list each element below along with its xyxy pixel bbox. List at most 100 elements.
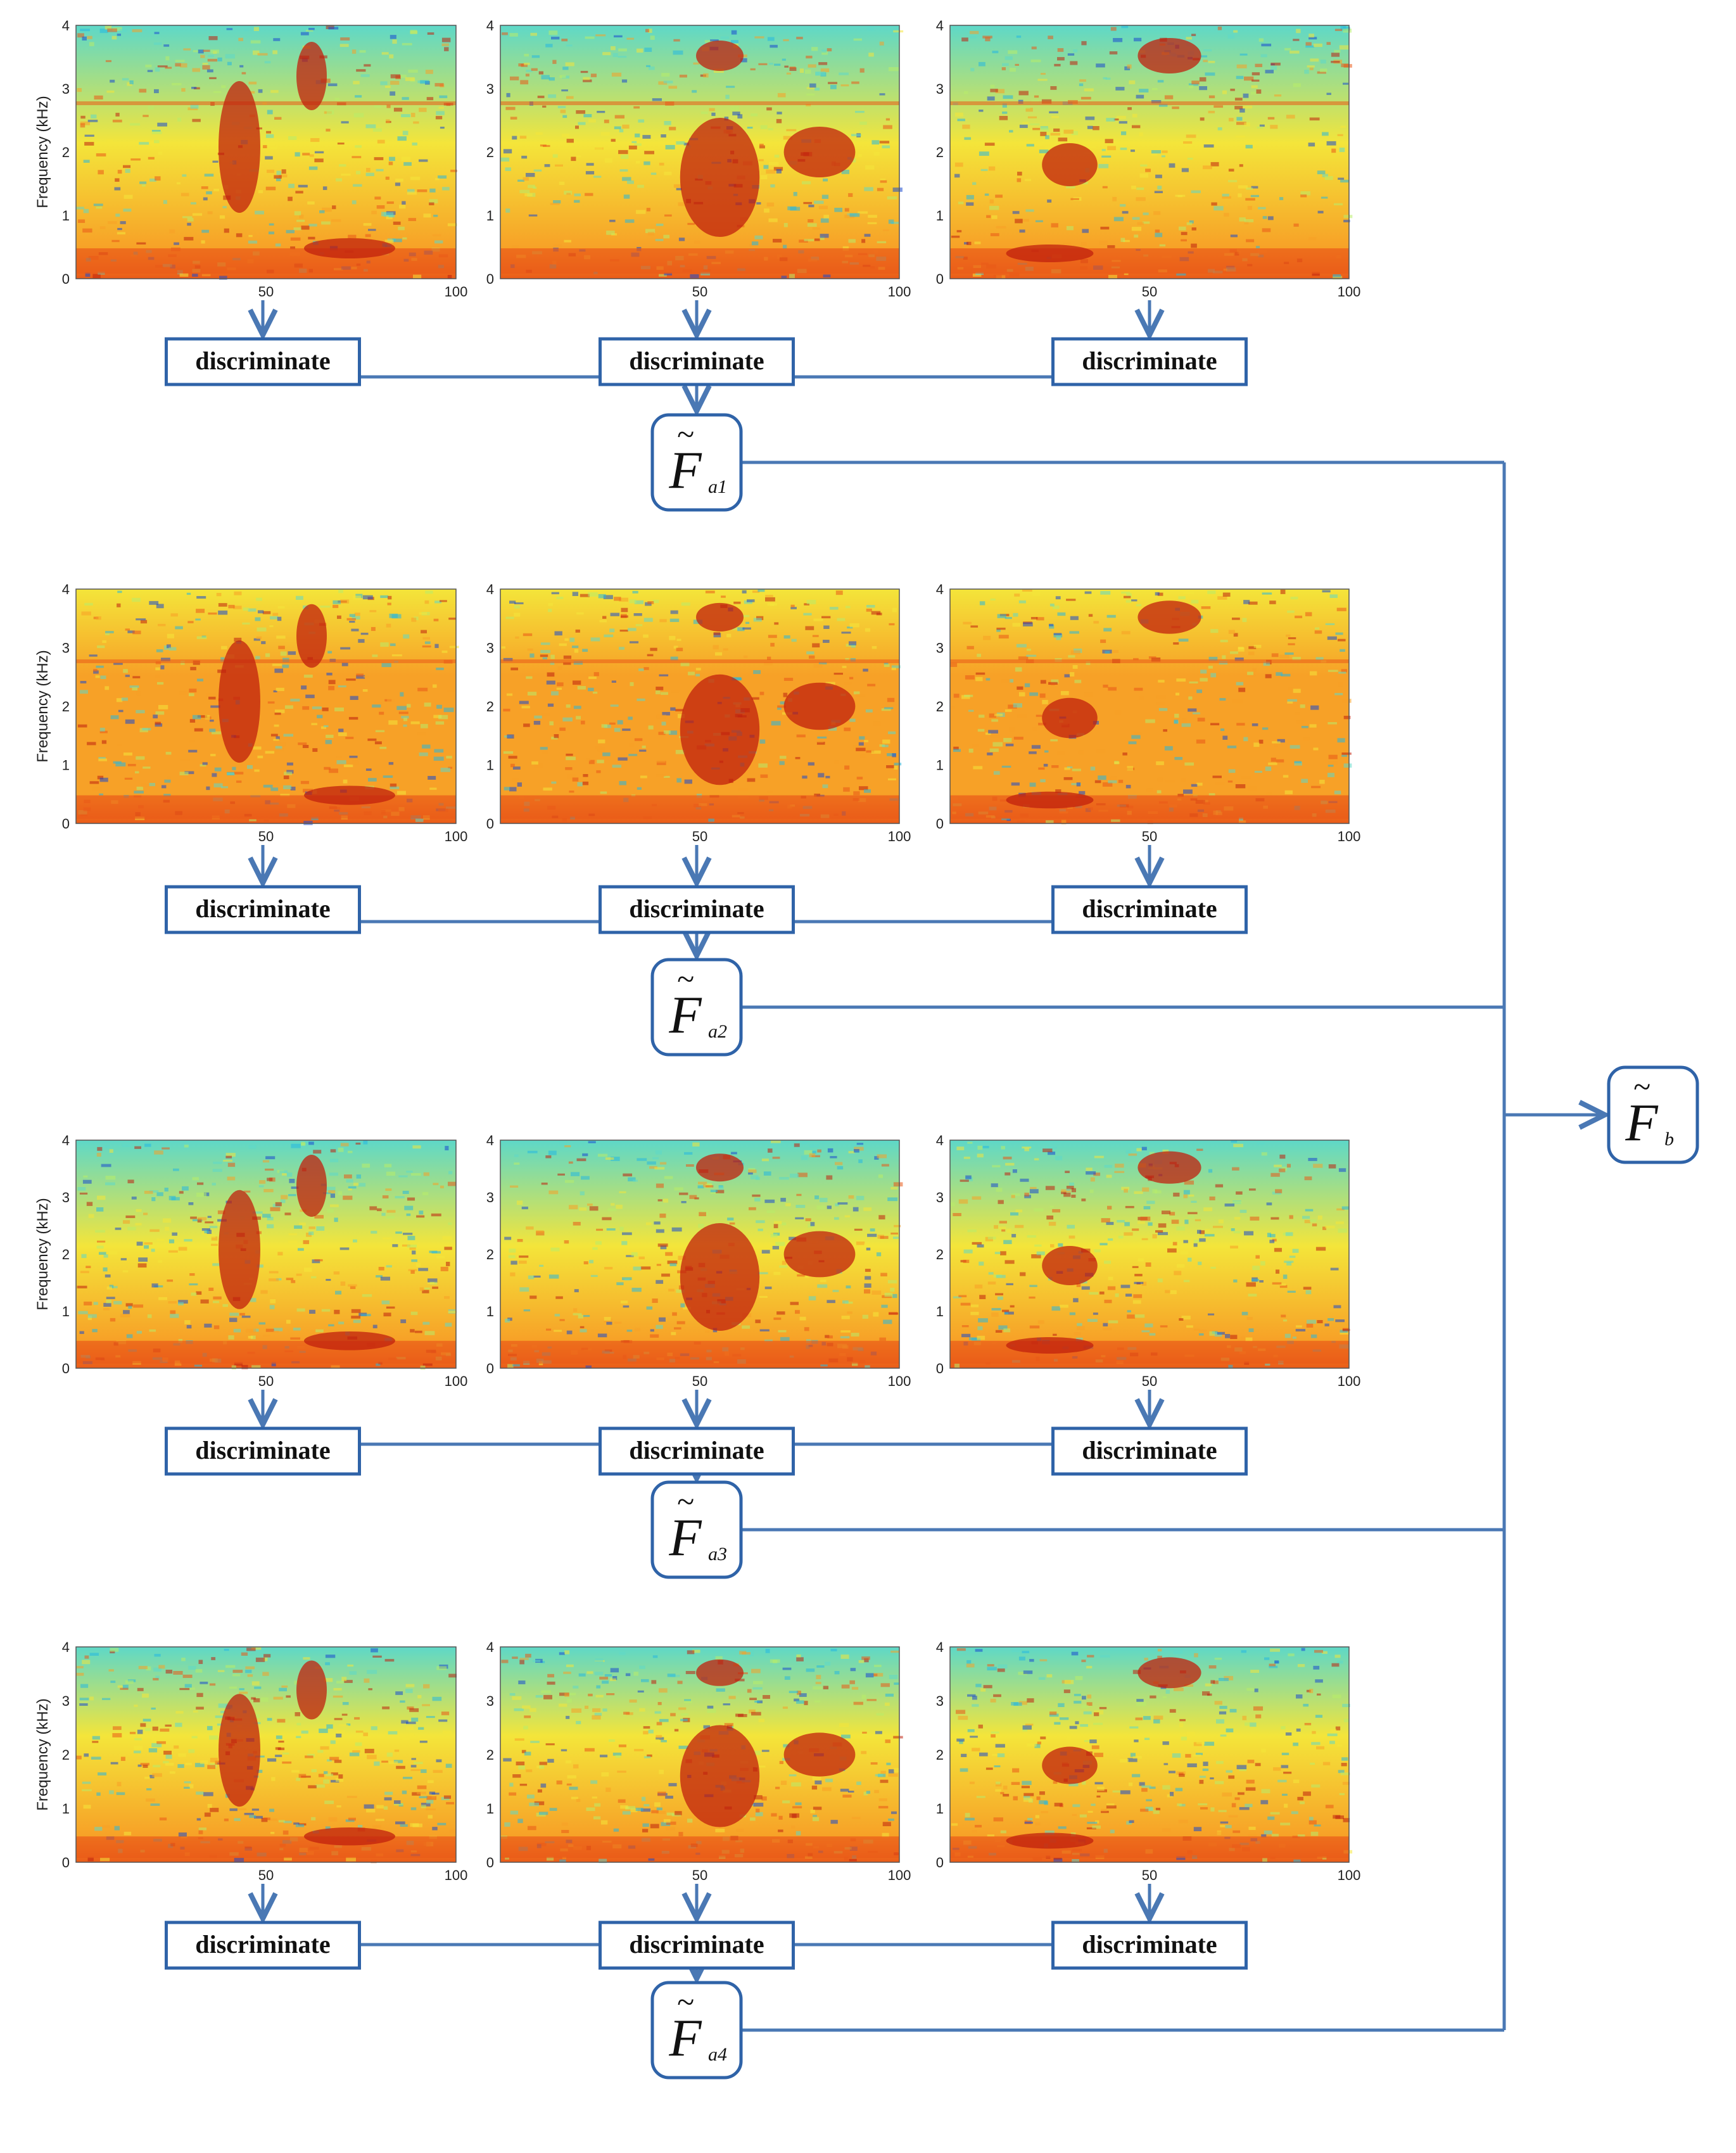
spectrogram-r4-c3: 0 1 2 3 4 50 100: [936, 1639, 1361, 1883]
y-tick-label: 1: [936, 758, 944, 773]
y-axis-label: Frequency (kHz): [34, 96, 51, 208]
fused-node-a3-subscript: a3: [708, 1544, 727, 1565]
final-fused-node-subscript: b: [1664, 1129, 1674, 1150]
fused-feature-nodes: ~F a1~F a2~F a3~F a4~F b: [650, 413, 1699, 2080]
discriminate-box: discriminate: [1051, 337, 1248, 386]
y-tick-label: 3: [936, 1190, 944, 1205]
discriminate-boxes: discriminate discriminate discriminate disc…: [165, 337, 1248, 1970]
y-tick-label: 1: [486, 208, 494, 224]
x-tick-label: 100: [888, 829, 911, 844]
y-tick-label: 0: [486, 1361, 494, 1376]
y-tick-label: 1: [62, 1304, 70, 1319]
discriminate-label: discriminate: [1082, 1436, 1217, 1464]
y-tick-label: 0: [936, 271, 944, 287]
spectrogram-texture: [950, 589, 1352, 825]
discriminate-label: discriminate: [1082, 1930, 1217, 1959]
y-tick-label: 3: [486, 1693, 494, 1709]
fused-node-a4-symbol: F: [668, 2009, 702, 2067]
discriminate-box: discriminate: [1051, 1426, 1248, 1476]
y-tick-label: 0: [486, 1855, 494, 1870]
final-fused-node-symbol: F: [1625, 1093, 1659, 1152]
x-tick-label: 100: [888, 1373, 911, 1389]
fused-node-a3-tilde: ~: [676, 1483, 694, 1519]
y-tick-label: 3: [486, 1190, 494, 1205]
spectrogram-texture: [76, 1140, 457, 1370]
discriminate-label: discriminate: [1082, 346, 1217, 375]
y-tick-label: 1: [62, 758, 70, 773]
y-tick-label: 4: [486, 18, 494, 34]
y-tick-label: 1: [936, 208, 944, 224]
final-fused-node: ~F b: [1607, 1065, 1699, 1164]
y-tick-label: 3: [62, 640, 70, 656]
y-tick-label: 2: [62, 1747, 70, 1763]
discriminate-box: discriminate: [165, 885, 361, 934]
spectrogram-texture: [76, 25, 457, 280]
fused-node-a2-symbol: F: [668, 986, 702, 1045]
spectrogram-r3-c3: 0 1 2 3 4 50 100: [936, 1133, 1361, 1389]
x-tick-label: 50: [258, 1867, 274, 1883]
y-tick-label: 3: [936, 81, 944, 97]
fused-node-a1-frame: [650, 413, 743, 512]
spectrogram-r3-c1: 0 1 2 3 4 50 100 Frequency (kHz): [34, 1133, 467, 1389]
y-tick-label: 1: [486, 1304, 494, 1319]
spectrogram-texture: [76, 1647, 457, 1864]
spectrogram-background: [76, 1647, 456, 1862]
y-tick-label: 4: [936, 18, 944, 34]
y-tick-label: 2: [62, 1247, 70, 1262]
x-tick-label: 50: [1142, 1867, 1157, 1883]
y-tick-label: 3: [486, 81, 494, 97]
fused-node-a2: ~F a2: [650, 958, 743, 1057]
discriminate-label: discriminate: [629, 894, 764, 923]
y-tick-label: 4: [62, 581, 70, 597]
x-tick-label: 100: [1338, 284, 1361, 300]
fused-node-a4-subscript: a4: [708, 2044, 727, 2065]
discriminate-label: discriminate: [195, 894, 330, 923]
connector-lines: [263, 300, 1605, 2032]
y-tick-label: 2: [486, 144, 494, 160]
y-tick-label: 1: [62, 208, 70, 224]
discriminate-label: discriminate: [629, 1436, 764, 1464]
y-tick-label: 0: [486, 271, 494, 287]
y-tick-label: 2: [936, 1747, 944, 1763]
y-tick-label: 0: [936, 1361, 944, 1376]
spectrogram-texture: [500, 1140, 903, 1369]
x-tick-label: 100: [445, 1373, 468, 1389]
y-axis-label: Frequency (kHz): [34, 1698, 51, 1810]
y-tick-label: 2: [62, 144, 70, 160]
y-tick-label: 3: [62, 1693, 70, 1709]
x-tick-label: 100: [1338, 1373, 1361, 1389]
discriminate-label: discriminate: [195, 1436, 330, 1464]
y-tick-label: 4: [62, 1639, 70, 1655]
discriminate-label: discriminate: [629, 1930, 764, 1959]
y-tick-label: 3: [936, 640, 944, 656]
x-tick-label: 50: [258, 1373, 274, 1389]
x-tick-label: 50: [692, 1373, 707, 1389]
fused-node-a4: ~F a4: [650, 1981, 743, 2080]
discriminate-box: discriminate: [165, 1921, 361, 1970]
y-tick-label: 1: [62, 1801, 70, 1817]
x-tick-label: 50: [1142, 1373, 1157, 1389]
y-tick-label: 2: [486, 1747, 494, 1763]
fused-node-a1-tilde: ~: [676, 416, 694, 452]
x-tick-label: 50: [692, 1867, 707, 1883]
spectrogram-r1-c1: 0 1 2 3 4 50 100 Frequency (kHz): [34, 18, 467, 300]
x-tick-label: 50: [1142, 284, 1157, 300]
y-tick-label: 2: [936, 1247, 944, 1262]
spectrogram-texture: [950, 25, 1353, 280]
y-tick-label: 0: [936, 1855, 944, 1870]
fused-node-a2-frame: [650, 958, 743, 1057]
y-tick-label: 0: [486, 816, 494, 832]
x-tick-label: 100: [888, 284, 911, 300]
spectrogram-r1-c3: 0 1 2 3 4 50 100: [936, 18, 1361, 300]
spectrogram-r4-c1: 0 1 2 3 4 50 100 Frequency (kHz): [34, 1639, 467, 1883]
y-tick-label: 3: [62, 1190, 70, 1205]
y-tick-label: 0: [62, 1361, 70, 1376]
y-tick-label: 0: [62, 1855, 70, 1870]
y-tick-label: 2: [936, 699, 944, 714]
x-tick-label: 100: [888, 1867, 911, 1883]
fused-node-a3-symbol: F: [668, 1508, 702, 1567]
y-tick-label: 2: [486, 1247, 494, 1262]
x-tick-label: 50: [692, 284, 707, 300]
x-tick-label: 100: [1338, 829, 1361, 844]
